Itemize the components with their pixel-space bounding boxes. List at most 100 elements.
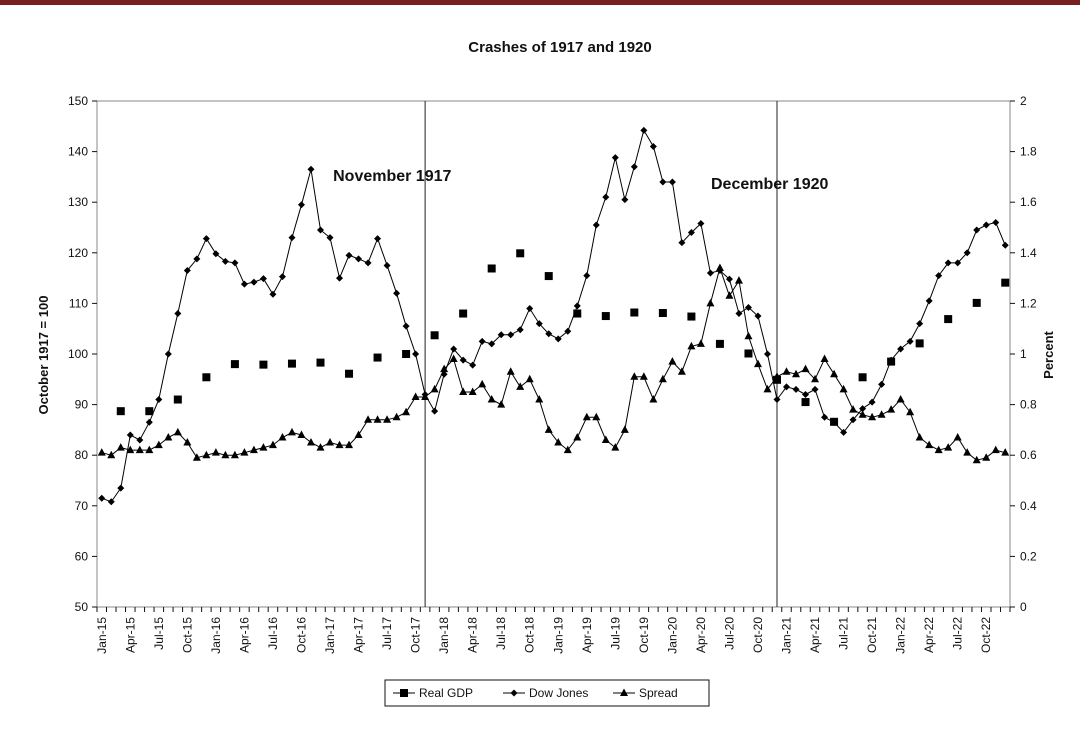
spread-point <box>602 436 610 444</box>
spread-point <box>535 395 543 403</box>
spread-point <box>459 387 467 395</box>
spread-point <box>716 263 724 271</box>
series-dow-jones <box>98 127 1008 505</box>
dow-jones-point <box>279 273 286 280</box>
y2-tick-label: 1 <box>1020 347 1027 361</box>
real-gdp-point <box>174 396 182 404</box>
legend: Real GDP Dow Jones Spread <box>385 680 709 706</box>
spread-point <box>954 433 962 441</box>
real-gdp-point <box>802 398 810 406</box>
dow-jones-point <box>926 297 933 304</box>
dow-jones-point <box>155 396 162 403</box>
real-gdp-point <box>1001 279 1009 287</box>
dow-jones-point <box>707 270 714 277</box>
spread-point <box>545 425 553 433</box>
dow-jones-point <box>992 219 999 226</box>
spread-point <box>754 360 762 368</box>
real-gdp-point <box>944 315 952 323</box>
y-tick-label: 70 <box>75 499 89 513</box>
x-tick-label: Apr-19 <box>580 617 594 653</box>
spread-point <box>488 395 496 403</box>
dow-jones-point <box>821 414 828 421</box>
x-tick-label: Jan-22 <box>894 617 908 654</box>
x-tick-label: Jul-20 <box>722 617 736 650</box>
dow-jones-point <box>146 419 153 426</box>
real-gdp-point <box>345 370 353 378</box>
y2-tick-label: 0.2 <box>1020 549 1037 563</box>
dow-jones-point <box>165 351 172 358</box>
real-gdp-point <box>402 350 410 358</box>
dow-jones-point <box>583 272 590 279</box>
dow-jones-point <box>431 408 438 415</box>
spread-point <box>145 446 153 454</box>
spread-point <box>374 415 382 423</box>
legend-swatch-marker <box>400 689 408 697</box>
dow-jones-point <box>336 275 343 282</box>
dow-jones-point <box>735 310 742 317</box>
spread-point <box>164 433 172 441</box>
real-gdp-point <box>488 264 496 272</box>
spread-point <box>583 413 591 421</box>
spread-point <box>516 382 524 390</box>
dow-jones-point <box>346 252 353 259</box>
dow-jones-point <box>669 178 676 185</box>
dow-jones-point <box>973 227 980 234</box>
x-tick-label: Apr-21 <box>808 617 822 653</box>
real-gdp-point <box>259 361 267 369</box>
annotation-label: November 1917 <box>333 168 451 185</box>
real-gdp-point <box>459 310 467 318</box>
dow-jones-point <box>365 259 372 266</box>
spread-point <box>830 370 838 378</box>
annotation-label: December 1920 <box>711 176 829 193</box>
real-gdp-point <box>145 407 153 415</box>
spread-point <box>393 413 401 421</box>
dow-jones-point <box>802 391 809 398</box>
x-tick-label: Jan-21 <box>780 617 794 654</box>
spread-point <box>155 441 163 449</box>
y-tick-label: 100 <box>68 347 88 361</box>
dow-jones-point <box>269 291 276 298</box>
real-gdp-point <box>744 349 752 357</box>
dow-jones-point <box>621 196 628 203</box>
dow-jones-point <box>412 351 419 358</box>
dow-jones-point <box>174 310 181 317</box>
dow-jones-point <box>108 498 115 505</box>
dow-jones-point <box>593 221 600 228</box>
x-tick-label: Jul-16 <box>266 617 280 650</box>
y-tick-label: 120 <box>68 246 88 260</box>
x-tick-label: Apr-16 <box>237 617 251 653</box>
dow-jones-point <box>393 290 400 297</box>
spread-point <box>364 415 372 423</box>
dow-jones-point <box>403 323 410 330</box>
plot-area <box>97 101 1010 607</box>
real-gdp-point <box>202 373 210 381</box>
legend-label: Real GDP <box>419 686 473 700</box>
real-gdp-point <box>374 354 382 362</box>
y2-tick-label: 0 <box>1020 600 1027 614</box>
x-tick-label: Jan-16 <box>209 617 223 654</box>
dow-jones-point <box>602 194 609 201</box>
dow-jones-point <box>773 396 780 403</box>
x-tick-label: Apr-17 <box>352 617 366 653</box>
x-tick-label: Jul-22 <box>951 617 965 650</box>
series-real-gdp <box>117 249 1009 425</box>
y-tick-label: 60 <box>75 549 89 563</box>
dow-jones-point <box>983 221 990 228</box>
spread-point <box>821 355 829 363</box>
x-tick-label: Jul-21 <box>837 617 851 650</box>
dow-jones-point <box>241 281 248 288</box>
dow-jones-point <box>136 437 143 444</box>
x-tick-label: Oct-17 <box>409 617 423 653</box>
spread-point <box>897 395 905 403</box>
real-gdp-point <box>916 339 924 347</box>
real-gdp-point <box>602 312 610 320</box>
y2-tick-label: 1.2 <box>1020 296 1037 310</box>
y-tick-label: 130 <box>68 195 88 209</box>
y-tick-label: 110 <box>69 296 88 310</box>
spread-point <box>849 405 857 413</box>
spread-point <box>592 413 600 421</box>
y2-tick-label: 0.8 <box>1020 398 1037 412</box>
dow-jones-point <box>659 178 666 185</box>
dow-jones-point <box>98 495 105 502</box>
spread-point <box>316 443 324 451</box>
